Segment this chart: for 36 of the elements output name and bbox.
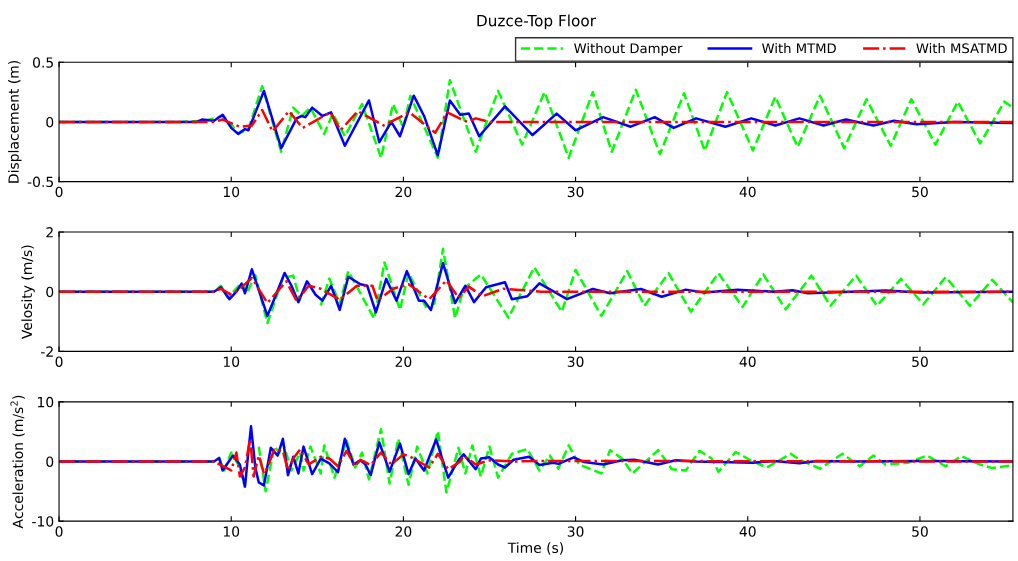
x-tick-label: 50	[912, 526, 928, 537]
x-tick-label: 0	[55, 186, 63, 198]
x-tick-label: 0	[55, 526, 63, 537]
x-tick-label: 50	[912, 356, 928, 367]
x-tick-label: 50	[912, 186, 928, 198]
y-tick-label: -10	[32, 516, 54, 527]
x-tick-label: 40	[739, 356, 756, 367]
line-series	[59, 108, 1013, 134]
y-axis-title: Displacement (m)	[8, 60, 22, 183]
x-tick-label: 10	[223, 356, 240, 367]
legend-label: With MTMD	[762, 43, 836, 54]
x-tick-label: 10	[223, 526, 240, 537]
legend-label: With MSATMD	[916, 43, 1007, 54]
x-tick-label: 30	[567, 356, 584, 367]
x-tick-label: 20	[395, 186, 412, 198]
y-tick-label: -0.5	[27, 176, 53, 188]
x-tick-label: 30	[567, 526, 584, 537]
y-axis-title: Velosity (m/s)	[21, 245, 35, 339]
x-tick-label: 20	[395, 526, 412, 537]
x-tick-label: 40	[739, 526, 756, 537]
y-axis-title: Acceleration (m/s$^{2}$)	[10, 395, 25, 529]
y-tick-label: 10	[38, 396, 54, 408]
x-tick-label: 30	[567, 186, 584, 198]
x-tick-label: 40	[739, 186, 756, 198]
legend-label: Without Damper	[574, 43, 683, 56]
x-tick-label: 20	[395, 356, 412, 367]
y-tick-label: 2	[46, 227, 53, 238]
x-tick-label: 0	[55, 356, 63, 367]
x-axis-title: Time (s)	[507, 542, 564, 555]
y-tick-label: -2	[41, 346, 53, 357]
x-tick-label: 10	[223, 186, 240, 198]
y-tick-label: 0	[46, 116, 54, 128]
y-tick-label: 0	[46, 286, 54, 298]
y-tick-label: 0	[46, 456, 54, 467]
chart-title: Duzce-Top Floor	[477, 14, 596, 30]
y-tick-label: 0.5	[33, 57, 53, 68]
